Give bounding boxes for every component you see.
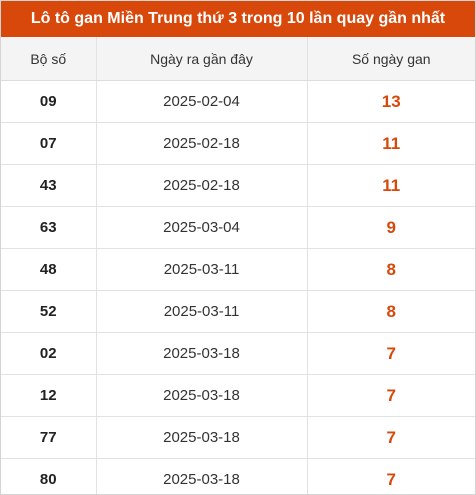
days-count: 8	[306, 290, 475, 333]
days-count: 11	[306, 164, 475, 207]
lotto-gan-table: Bộ số Ngày ra gần đây Số ngày gan 09 202…	[1, 37, 475, 494]
last-date: 2025-03-18	[95, 458, 307, 494]
last-date: 2025-03-18	[95, 374, 307, 417]
table-title: Lô tô gan Miền Trung thứ 3 trong 10 lần …	[1, 1, 475, 37]
table-row: 48 2025-03-11 8	[1, 248, 475, 291]
last-date: 2025-02-18	[95, 164, 307, 207]
days-count: 9	[306, 206, 475, 249]
column-header-days: Số ngày gan	[306, 37, 475, 81]
table-row: 09 2025-02-04 13	[1, 80, 475, 123]
days-count: 7	[306, 416, 475, 459]
last-date: 2025-02-04	[95, 80, 307, 123]
lotto-number: 07	[1, 122, 96, 165]
table-row: 07 2025-02-18 11	[1, 122, 475, 165]
lotto-number: 52	[1, 290, 96, 333]
table-row: 77 2025-03-18 7	[1, 416, 475, 459]
lotto-number: 48	[1, 248, 96, 291]
table-header-row: Bộ số Ngày ra gần đây Số ngày gan	[1, 37, 475, 81]
days-count: 8	[306, 248, 475, 291]
days-count: 11	[306, 122, 475, 165]
table-row: 02 2025-03-18 7	[1, 332, 475, 375]
lotto-number: 80	[39, 471, 57, 488]
last-date: 2025-03-18	[95, 332, 307, 375]
lotto-number: 02	[1, 332, 96, 375]
lotto-number: 77	[1, 416, 96, 459]
lotto-number: 43	[1, 164, 96, 207]
lotto-number: 09	[1, 80, 96, 123]
lotto-number: 12	[1, 374, 96, 417]
table-row: 43 2025-02-18 11	[1, 164, 475, 207]
last-date: 2025-03-11	[95, 290, 307, 333]
last-date: 2025-02-18	[95, 122, 307, 165]
table-row: 63 2025-03-04 9	[1, 206, 475, 249]
days-count: 7	[306, 374, 475, 417]
table-row: 52 2025-03-11 8	[1, 290, 475, 333]
days-count: 7	[306, 458, 475, 494]
last-date: 2025-03-18	[95, 416, 307, 459]
table-row: 12 2025-03-18 7	[1, 374, 475, 417]
lotto-number: 63	[1, 206, 96, 249]
days-count: 13	[306, 80, 475, 123]
last-date: 2025-03-11	[95, 248, 307, 291]
last-date: 2025-03-04	[95, 206, 307, 249]
column-header-last-date: Ngày ra gần đây	[95, 37, 307, 81]
table-row: 80 2025-03-18 7	[1, 458, 475, 494]
column-header-number: Bộ số	[1, 37, 96, 81]
days-count: 7	[306, 332, 475, 375]
